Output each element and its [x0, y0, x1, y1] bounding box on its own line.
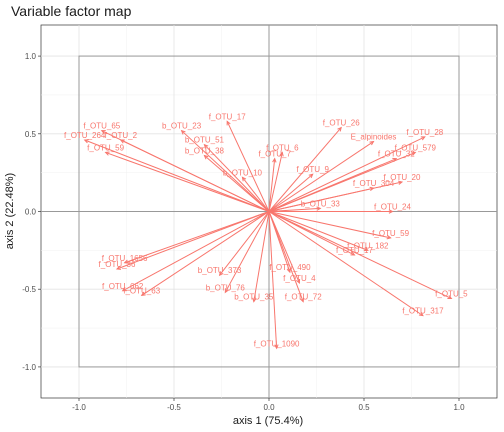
variable-label: b_OTU_23	[162, 122, 202, 131]
variable-label: b_OTU_35	[234, 293, 274, 302]
variable-label: b_OTU_38	[185, 147, 225, 156]
variable-label: f_OTU_317	[402, 307, 444, 316]
chart-title: Variable factor map	[11, 3, 132, 19]
variable-label: b_OTU_373	[198, 266, 242, 275]
variable-label: f_OTU_7	[258, 150, 291, 159]
y-axis-title: axis 2 (22.48%)	[4, 173, 16, 249]
variable-label: E_alpinoides	[351, 133, 397, 142]
variable-label: f_OTU_17	[209, 112, 246, 121]
x-tick-label: 0.0	[263, 403, 275, 412]
variable-label: f_OTU_9	[296, 165, 329, 174]
x-tick-label: -1.0	[72, 403, 86, 412]
y-tick-label: -0.5	[22, 285, 36, 294]
y-tick-label: -1.0	[22, 363, 36, 372]
variable-label: f_OTU_1090	[254, 339, 300, 348]
variable-label: b_OTU_76	[206, 283, 246, 292]
y-tick-label: 0.5	[25, 130, 37, 139]
variable-label: f_OTU_26	[323, 119, 360, 128]
variable-label: f_OTU_490	[269, 263, 311, 272]
variable-label: f_OTU_72	[285, 293, 322, 302]
variable-label: b_OTU_10	[223, 168, 263, 177]
variable-label: f_OTU_17	[336, 246, 373, 255]
variable-label: b_OTU_33	[301, 199, 341, 208]
variable-label: f_OTU_59	[87, 143, 124, 152]
variable-label: f_OTU_304	[353, 179, 395, 188]
x-axis-title: axis 1 (75.4%)	[233, 415, 303, 427]
x-tick-label: 1.0	[453, 403, 465, 412]
y-tick-label: 1.0	[25, 52, 37, 61]
variable-label: f_OTU_264	[64, 131, 106, 140]
x-tick-label: -0.5	[167, 403, 181, 412]
x-tick-label: 0.5	[358, 403, 370, 412]
y-tick-label: 0.0	[25, 208, 37, 217]
variable-label: f_OTU_63	[123, 286, 160, 295]
variable-label: f_OTU_24	[374, 203, 411, 212]
variable-label: f_OTU_2	[105, 131, 138, 140]
variable-label: f_OTU_36	[99, 260, 136, 269]
variable-label: b_OTU_51	[185, 136, 225, 145]
variable-label: f_OTU_65	[83, 122, 120, 131]
variable-label: f_OTU_28	[406, 128, 443, 137]
variable-label: f_OTU_59	[372, 229, 409, 238]
variable-label: f_OTU_5	[435, 290, 468, 299]
variable-label: f_OTU_4	[283, 274, 316, 283]
variable-label: f_OTU_32	[378, 150, 415, 159]
